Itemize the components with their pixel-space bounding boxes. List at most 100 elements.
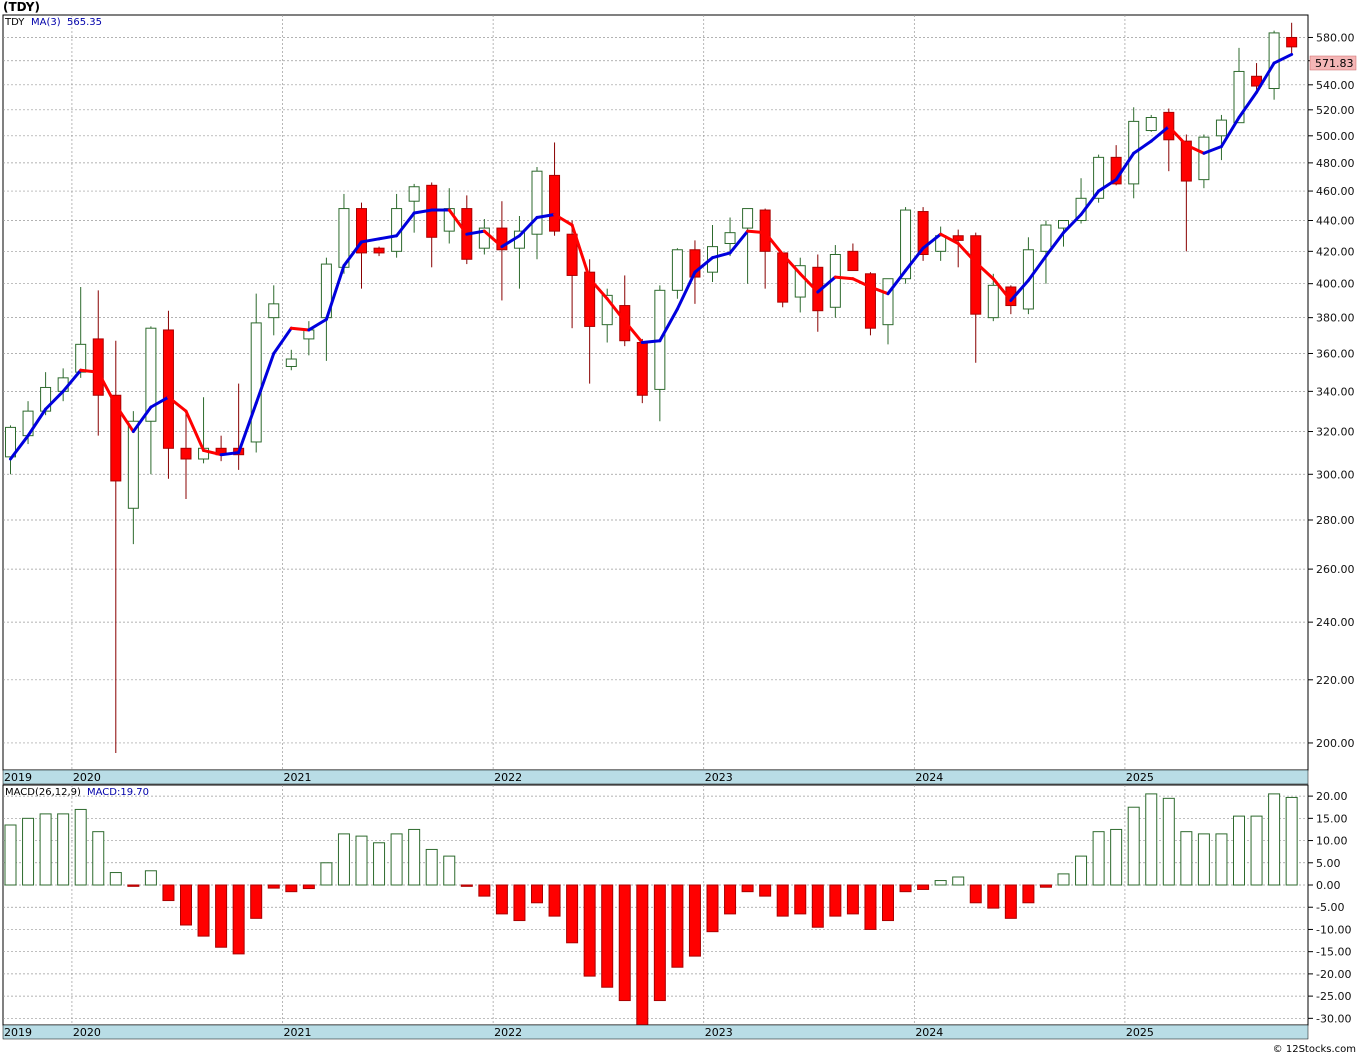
ma-segment	[553, 213, 574, 227]
macd-bar-negative	[1022, 884, 1035, 904]
ma-segment	[395, 211, 416, 238]
candle-down	[636, 342, 648, 396]
macd-y-tick-label: -5.00	[1316, 901, 1344, 914]
candle-up	[601, 294, 613, 326]
macd-y-tick-label: -15.00	[1316, 946, 1351, 959]
candle-up	[145, 327, 157, 422]
ma-segment	[289, 326, 311, 332]
candle-up	[531, 170, 543, 235]
ma-segment	[1184, 143, 1206, 155]
macd-bar-negative	[899, 884, 912, 893]
price-y-tick-label: 240.00	[1316, 616, 1355, 629]
macd-bar-negative	[917, 884, 930, 890]
macd-bar-negative	[759, 884, 772, 897]
ma-segment	[79, 368, 100, 374]
macd-bar-positive	[373, 842, 386, 886]
ma-segment	[61, 368, 83, 393]
candle-up	[794, 265, 806, 298]
macd-bar-negative	[460, 884, 473, 887]
ma-segment	[219, 451, 241, 457]
ma-segment	[1167, 125, 1188, 147]
year-label-bottom: 2021	[284, 1026, 312, 1039]
ma-segment	[342, 240, 363, 268]
ma-segment	[781, 252, 802, 276]
year-label-bottom: 2022	[494, 1026, 522, 1039]
price-y-tick-label: 580.00	[1316, 31, 1355, 44]
candle-up	[882, 278, 894, 326]
ma-segment	[131, 405, 153, 434]
ma-segment	[44, 389, 65, 411]
price-y-tick-label: 260.00	[1316, 563, 1355, 576]
ma-segment	[1026, 254, 1048, 282]
year-label-bottom: 2025	[1126, 1026, 1154, 1039]
year-label-top: 2025	[1126, 771, 1154, 784]
ma-segment	[1255, 61, 1276, 94]
ma-segment	[517, 216, 539, 238]
year-label-top: 2020	[73, 771, 101, 784]
candle-up	[408, 186, 420, 202]
last-price-label: 571.83	[1315, 57, 1354, 70]
price-y-tick-label: 500.00	[1316, 130, 1355, 143]
ma-segment	[605, 297, 627, 323]
ma-segment	[675, 270, 697, 311]
ma-segment	[447, 208, 469, 236]
candle-up	[900, 209, 912, 280]
macd-bar-positive	[4, 824, 17, 886]
macd-bar-positive	[1057, 873, 1070, 886]
candle-down	[847, 250, 859, 272]
price-y-tick-label: 440.00	[1316, 215, 1355, 228]
macd-bar-negative	[864, 884, 877, 930]
price-y-tick-label: 380.00	[1316, 312, 1355, 325]
price-y-tick-label: 300.00	[1316, 468, 1355, 481]
ma-segment	[1272, 52, 1294, 65]
price-legend-ma-label: MA(3)	[31, 17, 61, 28]
macd-bar-positive	[57, 813, 70, 886]
price-y-tick-label: 220.00	[1316, 674, 1355, 687]
price-moving-average	[9, 52, 1294, 461]
ma-segment	[1202, 144, 1223, 155]
candle-up	[987, 284, 999, 319]
ma-segment	[728, 229, 750, 255]
macd-bar-negative	[811, 884, 824, 928]
price-y-tick-label: 340.00	[1316, 385, 1355, 398]
macd-bar-negative	[688, 884, 701, 957]
macd-y-tick-label: 20.00	[1316, 790, 1348, 803]
year-labels-top: 2019 2020 2021 2022 2023 2024 2025	[4, 771, 1154, 784]
macd-bar-negative	[794, 884, 807, 915]
price-y-axis: 200.00 220.00 240.00 260.00 280.00 300.00 320.…	[1308, 31, 1355, 750]
macd-bar-positive	[952, 876, 965, 886]
macd-bar-positive	[1075, 855, 1088, 886]
year-label-bottom: 2020	[73, 1026, 101, 1039]
year-label-top: 2022	[494, 771, 522, 784]
macd-bar-negative	[513, 884, 526, 922]
ma-segment	[465, 229, 486, 236]
macd-bar-negative	[548, 884, 561, 917]
macd-bar-negative	[478, 884, 491, 897]
price-y-tick-label: 360.00	[1316, 347, 1355, 360]
macd-y-axis: 20.00 15.00 10.00 5.00 0.00 -5.00 -10.00 -15.00…	[1308, 790, 1351, 1025]
macd-bar-negative	[653, 884, 666, 1002]
price-grid	[3, 15, 1308, 770]
macd-bar-negative	[302, 884, 315, 890]
macd-bar-positive	[1215, 833, 1228, 886]
candle-down	[759, 209, 771, 252]
macd-bar-negative	[180, 884, 192, 926]
macd-y-tick-label: 10.00	[1316, 835, 1348, 848]
macd-bar-positive	[337, 833, 350, 886]
price-y-tick-label: 540.00	[1316, 79, 1355, 92]
ma-segment	[377, 234, 399, 241]
ma-segment	[149, 395, 170, 409]
candle-down	[1180, 140, 1192, 182]
candle-down	[689, 249, 701, 278]
candle-up	[75, 343, 87, 373]
macd-bar-negative	[1004, 884, 1017, 919]
year-label-top: 2021	[284, 771, 312, 784]
macd-bar-positive	[144, 870, 157, 886]
ma-segment	[693, 256, 714, 274]
candle-down	[970, 235, 982, 315]
ma-segment	[166, 395, 188, 413]
macd-bar-negative	[215, 884, 228, 948]
ma-segment	[886, 269, 908, 296]
macd-bar-negative	[706, 884, 719, 933]
